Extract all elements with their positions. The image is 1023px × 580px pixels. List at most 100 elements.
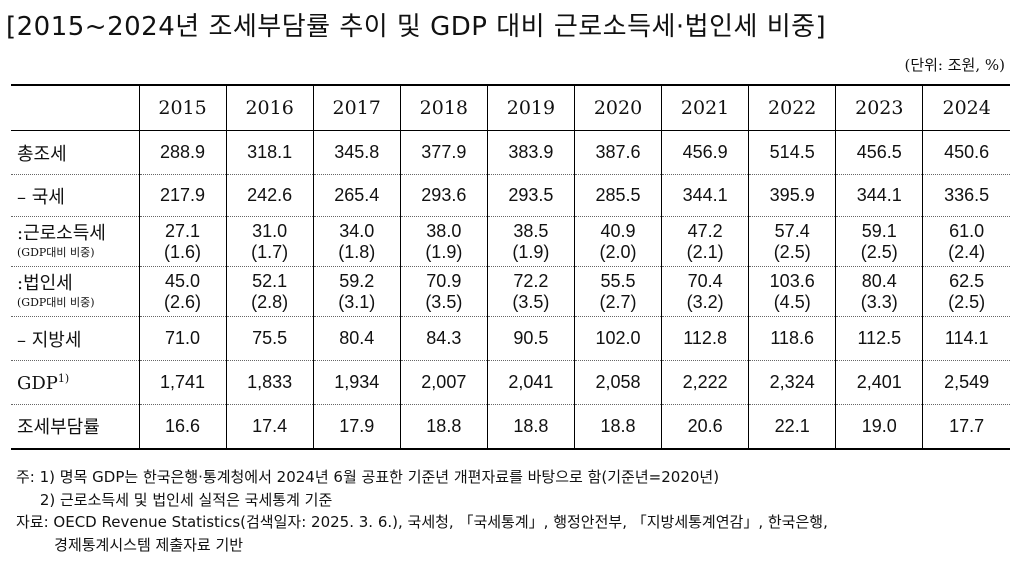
year-header: 2023 xyxy=(835,84,923,131)
value-cell: 456.5 xyxy=(835,130,923,175)
value: 103.6 xyxy=(769,270,815,291)
gdp-share: (1.7) xyxy=(251,241,289,262)
table-row: 총조세 288.9 318.1 345.8 377.9 383.9 387.6 456.9 51… xyxy=(11,130,1010,175)
value-cell: 59.2 (3.1) xyxy=(312,266,401,317)
value-cell: 47.2 (2.1) xyxy=(661,216,749,267)
value-cell: 2,007 xyxy=(399,360,488,405)
value-cell: 344.1 xyxy=(661,174,749,217)
value-cell: 55.5 (2.7) xyxy=(573,266,662,317)
table-row: – 지방세 71.0 75.5 80.4 84.3 90.5 102.0 112.8 118.6… xyxy=(11,316,1010,361)
row-label-text: – 국세 xyxy=(17,186,65,208)
value-cell: 514.5 xyxy=(748,130,836,175)
value: 38.5 xyxy=(513,220,549,241)
value-cell: 62.5 (2.5) xyxy=(922,266,1010,317)
value-cell: 387.6 xyxy=(573,130,662,175)
value-cell: 336.5 xyxy=(922,174,1010,217)
row-label-text: GDP xyxy=(17,372,58,394)
gdp-share: (2.8) xyxy=(251,291,289,312)
gdp-share: (3.1) xyxy=(338,291,376,312)
gdp-share: (2.5) xyxy=(948,291,986,312)
value: 59.2 xyxy=(339,270,375,291)
year-header: 2016 xyxy=(225,84,314,131)
value-cell: 285.5 xyxy=(573,174,662,217)
value: 38.0 xyxy=(426,220,462,241)
value: 70.9 xyxy=(426,270,462,291)
year-header: 2022 xyxy=(748,84,836,131)
gdp-share: (2.4) xyxy=(948,241,986,262)
value-cell: 80.4 xyxy=(312,316,401,361)
value: 52.1 xyxy=(252,270,288,291)
value-cell: 2,041 xyxy=(486,360,575,405)
value: 61.0 xyxy=(949,220,985,241)
value-cell: 1,833 xyxy=(225,360,314,405)
value-cell: 2,324 xyxy=(748,360,836,405)
value-cell: 217.9 xyxy=(138,174,227,217)
gdp-share: (3.2) xyxy=(686,291,724,312)
header-row: 2015 2016 2017 2018 2019 2020 2021 2022 2023 2024 xyxy=(11,84,1010,131)
value-cell: 80.4 (3.3) xyxy=(835,266,923,317)
year-header: 2017 xyxy=(312,84,401,131)
value-cell: 20.6 xyxy=(661,404,749,450)
table-row: 조세부담률 16.6 17.4 17.9 18.8 18.8 18.8 20.6 22.1 19.… xyxy=(11,404,1010,450)
value-cell: 57.4 (2.5) xyxy=(748,216,836,267)
row-label: :법인세 (GDP대비 비중) xyxy=(11,266,139,317)
year-header: 2024 xyxy=(922,84,1010,131)
value-cell: 17.4 xyxy=(225,404,314,450)
table-title: [2015~2024년 조세부담률 추이 및 GDP 대비 근로소득세·법인세 … xyxy=(6,12,827,42)
row-label-text: 총조세 xyxy=(17,143,67,165)
tax-burden-table: 2015 2016 2017 2018 2019 2020 2021 2022 2023 2024… xyxy=(11,84,1010,450)
value-cell: 2,401 xyxy=(835,360,923,405)
value-cell: 84.3 xyxy=(399,316,488,361)
table-row: :근로소득세 (GDP대비 비중) 27.1 (1.6) 31.0 (1.7) 34.0 (1… xyxy=(11,216,1010,267)
value: 31.0 xyxy=(252,220,288,241)
value-cell: 450.6 xyxy=(922,130,1010,175)
value-cell: 103.6 (4.5) xyxy=(748,266,836,317)
footnote-1: 주: 1) 명목 GDP는 한국은행·통계청에서 2024년 6월 공표한 기준… xyxy=(16,468,720,486)
gdp-share: (2.6) xyxy=(164,291,202,312)
gdp-share: (1.9) xyxy=(512,241,550,262)
value-cell: 102.0 xyxy=(573,316,662,361)
year-header: 2018 xyxy=(399,84,488,131)
value-cell: 265.4 xyxy=(312,174,401,217)
gdp-share: (4.5) xyxy=(773,291,811,312)
value: 62.5 xyxy=(949,270,985,291)
value-cell: 112.8 xyxy=(661,316,749,361)
value-cell: 61.0 (2.4) xyxy=(922,216,1010,267)
value-cell: 45.0 (2.6) xyxy=(138,266,227,317)
table-body: 총조세 288.9 318.1 345.8 377.9 383.9 387.6 456.9 51… xyxy=(11,130,1010,450)
value-cell: 288.9 xyxy=(138,130,227,175)
value-cell: 293.6 xyxy=(399,174,488,217)
row-label: 조세부담률 xyxy=(11,404,139,450)
value-cell: 18.8 xyxy=(486,404,575,450)
value: 27.1 xyxy=(165,220,201,241)
unit-label: (단위: 조원, %) xyxy=(904,56,1005,74)
row-label-text: :법인세 xyxy=(17,273,73,294)
value-cell: 27.1 (1.6) xyxy=(138,216,227,267)
row-label: 총조세 xyxy=(11,131,139,175)
value: 57.4 xyxy=(774,220,810,241)
value-cell: 18.8 xyxy=(399,404,488,450)
value: 80.4 xyxy=(861,270,897,291)
value-cell: 17.7 xyxy=(922,404,1010,450)
table-row: – 국세 217.9 242.6 265.4 293.6 293.5 285.5 344.1 3… xyxy=(11,174,1010,217)
value-cell: 456.9 xyxy=(661,130,749,175)
value-cell: 114.1 xyxy=(922,316,1010,361)
table-row: :법인세 (GDP대비 비중) 45.0 (2.6) 52.1 (2.8) 59.2 (3.1… xyxy=(11,266,1010,317)
value-cell: 1,741 xyxy=(138,360,227,405)
value-cell: 52.1 (2.8) xyxy=(225,266,314,317)
value-cell: 2,549 xyxy=(922,360,1010,405)
year-header: 2020 xyxy=(573,84,662,131)
value-cell: 75.5 xyxy=(225,316,314,361)
value-cell: 377.9 xyxy=(399,130,488,175)
value-cell: 344.1 xyxy=(835,174,923,217)
value-cell: 70.9 (3.5) xyxy=(399,266,488,317)
source-line-2: 경제통계시스템 제출자료 기반 xyxy=(16,535,244,554)
gdp-share: (1.6) xyxy=(164,241,202,262)
value-cell: 112.5 xyxy=(835,316,923,361)
gdp-share: (2.5) xyxy=(860,241,898,262)
value-cell: 38.5 (1.9) xyxy=(486,216,575,267)
value-cell: 16.6 xyxy=(138,404,227,450)
gdp-share: (3.5) xyxy=(512,291,550,312)
value-cell: 71.0 xyxy=(138,316,227,361)
value-cell: 90.5 xyxy=(486,316,575,361)
